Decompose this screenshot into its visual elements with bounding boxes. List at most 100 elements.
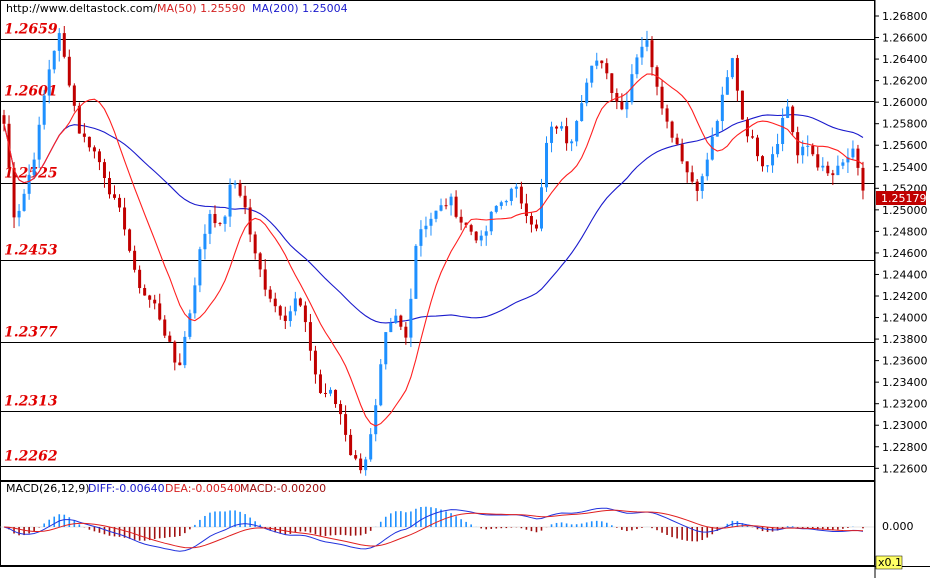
y-tick-label: 1.26600: [882, 32, 928, 45]
candle-bear: [650, 40, 654, 68]
candle-bear: [655, 67, 659, 87]
y-tick-label: 1.23800: [882, 333, 928, 346]
candle-bull: [806, 145, 810, 147]
candle-bear: [123, 207, 127, 230]
candle-bull: [203, 233, 207, 250]
candle-bull: [288, 311, 292, 322]
macd-dea-line: [3, 509, 864, 549]
candle-bear: [524, 203, 528, 216]
y-tick-label: 1.23600: [882, 355, 928, 368]
candle-bull: [575, 121, 579, 142]
candle-bull: [821, 165, 825, 168]
y-tick-label: 1.24000: [882, 312, 928, 325]
last-price-value: 1.25179: [881, 192, 927, 205]
y-tick-label: 1.24600: [882, 247, 928, 260]
candle-bull: [414, 245, 418, 299]
candle-bear: [72, 85, 76, 106]
candle-bear: [399, 315, 403, 327]
ma200-path: [3, 114, 864, 324]
candle-bear: [735, 58, 739, 91]
candle-bull: [725, 77, 729, 95]
candle-bear: [67, 56, 71, 86]
candle-bull: [424, 225, 428, 230]
candle-bull: [223, 216, 227, 224]
level-label: 1.2453: [4, 243, 58, 259]
candle-bear: [102, 162, 106, 179]
candle-bull: [715, 121, 719, 137]
candle-bear: [826, 165, 830, 174]
candle-bull: [580, 103, 584, 122]
candle-bull: [499, 202, 503, 206]
candle-bear: [143, 288, 147, 296]
candle-bull: [228, 184, 232, 217]
y-tick-label: 1.23400: [882, 376, 928, 389]
candle-bear: [610, 73, 614, 93]
candle-bull: [494, 205, 498, 212]
candle-bear: [278, 306, 282, 316]
candle-bull: [364, 459, 368, 471]
candle-bear: [469, 225, 473, 232]
ma50-label: MA(50) 1.25590: [157, 2, 246, 15]
candle-bull: [484, 231, 488, 236]
candle-bull: [208, 213, 212, 234]
y-tick-label: 1.22800: [882, 441, 928, 454]
candle-bear: [750, 136, 754, 138]
candle-bull: [52, 50, 56, 70]
candle-bear: [695, 181, 699, 191]
level-label: 1.2313: [4, 394, 58, 410]
y-tick-label: 1.26800: [882, 10, 928, 23]
candle-bear: [238, 183, 242, 196]
candle-bear: [555, 126, 559, 129]
candle-bear: [856, 148, 860, 168]
candle-bull: [449, 196, 453, 206]
level-label: 1.2377: [4, 325, 58, 341]
level-label: 1.2525: [4, 166, 58, 182]
ma200-line: [3, 114, 864, 324]
candle-bear: [2, 115, 6, 124]
macd-scale-label: x0.1: [878, 556, 902, 569]
candle-bear: [213, 213, 217, 224]
macd-name: MACD(26,12,9): [6, 482, 90, 495]
candle-bear: [243, 195, 247, 208]
candle-bear: [620, 101, 624, 110]
candle-bear: [283, 315, 287, 322]
candle-bull: [479, 235, 483, 241]
ma50-line: [3, 73, 864, 427]
candle-bear: [444, 205, 448, 207]
candle-bull: [720, 94, 724, 122]
candle-bull: [47, 69, 51, 96]
candle-bear: [665, 108, 669, 122]
candle-bear: [796, 132, 800, 156]
candle-bear: [670, 121, 674, 138]
candle-bear: [675, 137, 679, 145]
candle-bull: [369, 434, 373, 460]
y-tick-label: 1.26200: [882, 75, 928, 88]
candle-bull: [625, 102, 629, 110]
y-tick-label: 1.22600: [882, 462, 928, 475]
y-tick-label: 1.23000: [882, 419, 928, 432]
candle-bear: [660, 86, 664, 109]
candle-bull: [329, 389, 333, 394]
candle-bull: [700, 176, 704, 191]
candle-bull: [379, 364, 383, 406]
ma50-path: [3, 73, 864, 427]
candle-bull: [514, 186, 518, 189]
y-tick-label: 1.25600: [882, 139, 928, 152]
candle-bull: [640, 46, 644, 58]
candle-bear: [138, 269, 142, 289]
candle-bull: [590, 65, 594, 83]
level-label: 1.2659: [4, 22, 58, 38]
candle-bear: [118, 197, 122, 208]
candle-bear: [339, 404, 343, 415]
candle-bull: [771, 154, 775, 166]
y-tick-label: 1.25000: [882, 204, 928, 217]
candle-bear: [92, 147, 96, 152]
candle-bear: [323, 392, 327, 394]
candle-bull: [595, 60, 599, 66]
candle-bear: [178, 362, 182, 366]
candle-bull: [183, 336, 187, 366]
candle-bull: [545, 142, 549, 188]
candle-bear: [303, 305, 307, 323]
candle-bull: [786, 106, 790, 118]
